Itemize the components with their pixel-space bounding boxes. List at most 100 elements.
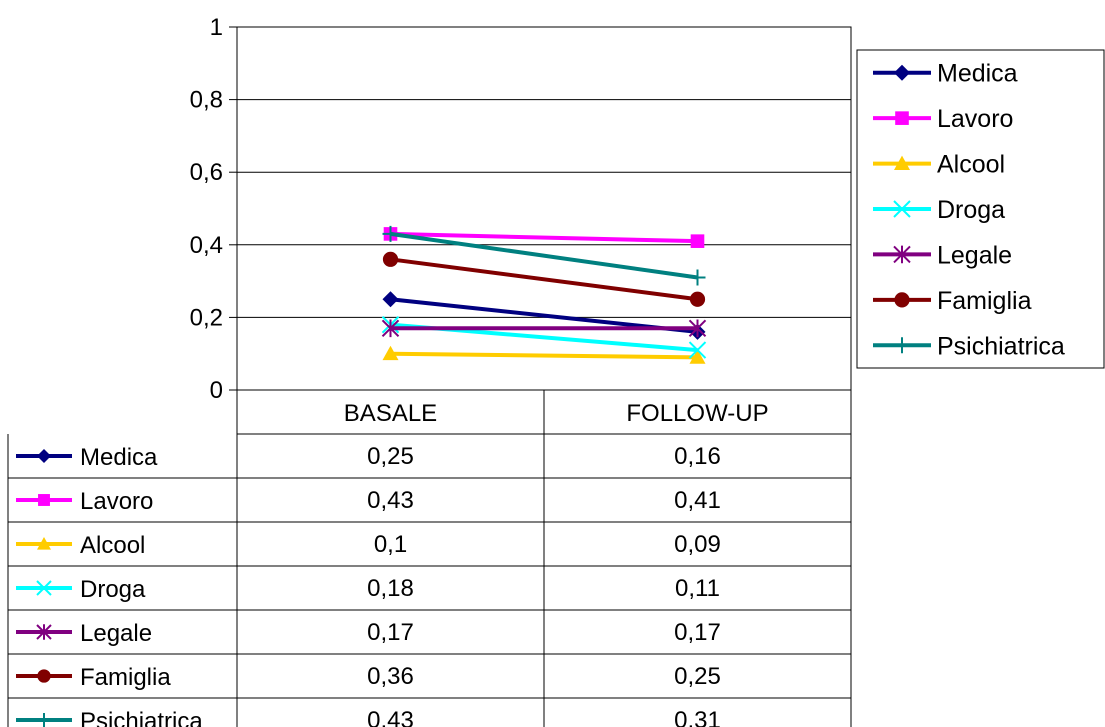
- table-cell-value: 0,18: [367, 575, 414, 602]
- category-label: FOLLOW-UP: [626, 400, 768, 427]
- y-tick-label: 0,4: [190, 232, 223, 259]
- series-line-psichiatrica: [390, 231, 698, 280]
- table-cell-value: 0,25: [674, 663, 721, 690]
- legend-marker-shape: [894, 337, 910, 354]
- legend-marker: [894, 64, 910, 81]
- table-legend-marker: [36, 580, 52, 596]
- data-point-famiglia-0-shape: [382, 251, 399, 267]
- legend-label: Alcool: [937, 151, 1005, 179]
- series-psichiatrica: [382, 225, 706, 286]
- legend-marker: [893, 245, 911, 264]
- series-famiglia: [382, 251, 706, 307]
- y-tick-label: 0,2: [190, 304, 223, 331]
- table-cell-value: 0,16: [674, 443, 721, 470]
- data-point-psichiatrica-0: [382, 225, 399, 242]
- table-row-label: Psichiatrica: [80, 708, 203, 727]
- table-cell-value: 0,43: [367, 487, 414, 514]
- table-row-label: Famiglia: [80, 664, 171, 691]
- legend-label: Medica: [937, 60, 1018, 88]
- table-legend-marker-shape: [38, 494, 50, 506]
- data-point-psichiatrica-1: [689, 269, 706, 286]
- table-legend-marker-shape: [36, 580, 52, 596]
- grid-lines: [237, 99, 851, 318]
- y-tick-label: 1: [210, 14, 223, 41]
- data-point-medica-0: [382, 291, 399, 308]
- series-medica: [382, 291, 706, 340]
- data-point-famiglia-0: [382, 251, 399, 267]
- data-point-famiglia-1-shape: [689, 291, 706, 307]
- data-point-psichiatrica-0-shape: [382, 225, 399, 242]
- table-cell-value: 0,1: [374, 531, 407, 558]
- series-alcool: [382, 345, 706, 364]
- table-legend-marker-shape: [37, 713, 51, 727]
- data-point-legale-1: [688, 319, 707, 338]
- data-table: BASALE FOLLOW-UP Medica 0,25 0,16 Lavoro 0,43 0…: [7, 390, 852, 727]
- table-legend-marker: [38, 494, 50, 506]
- legend-marker: [894, 337, 910, 354]
- data-point-lavoro-1-shape: [690, 234, 705, 248]
- data-point-alcool-1-shape: [689, 349, 706, 364]
- table-row-label: Alcool: [80, 532, 145, 559]
- series-droga: [381, 315, 707, 359]
- table-legend-marker-shape: [37, 669, 51, 683]
- series-line-lavoro: [390, 231, 698, 244]
- table-row-label: Droga: [80, 576, 146, 603]
- table-cell-value: 0,09: [674, 531, 721, 558]
- data-point-alcool-1: [689, 349, 706, 364]
- table-cell-value: 0,36: [367, 663, 414, 690]
- table-cell-value: 0,17: [367, 619, 414, 646]
- table-legend-marker-shape: [36, 624, 52, 640]
- legend-marker: [895, 111, 909, 125]
- table-cell-value: 0,41: [674, 487, 721, 514]
- legend-marker-shape: [893, 200, 911, 218]
- table-legend-marker: [36, 624, 52, 640]
- series-line-famiglia: [390, 257, 698, 302]
- legend-label: Lavoro: [937, 105, 1013, 133]
- data-point-droga-1: [688, 341, 707, 359]
- legend-marker: [894, 155, 910, 170]
- table-cell-value: 0,11: [675, 575, 720, 602]
- legend-marker-shape: [894, 64, 910, 81]
- data-point-alcool-0: [382, 345, 399, 361]
- legend-label: Legale: [937, 241, 1012, 269]
- table-legend-marker: [37, 713, 51, 727]
- legend: Medica Lavoro Alcool Droga Legale Famiglia Psi…: [856, 49, 1105, 369]
- legend-marker-shape: [894, 155, 910, 170]
- table-legend-marker: [37, 449, 51, 463]
- legend-label: Psichiatrica: [937, 332, 1065, 360]
- table-cell-value: 0,25: [367, 443, 414, 470]
- series-legale: [381, 319, 707, 338]
- legend-marker-shape: [894, 292, 910, 308]
- data-point-psichiatrica-1-shape: [689, 269, 706, 286]
- y-tick-label: 0,8: [190, 87, 223, 114]
- table-row-label: Legale: [80, 620, 152, 647]
- table-cell-value: 0,31: [674, 707, 721, 727]
- data-point-lavoro-1: [690, 234, 705, 248]
- table-legend-marker: [37, 537, 51, 550]
- data-point-legale-0: [381, 319, 400, 338]
- legend-label: Droga: [937, 196, 1005, 224]
- legend-marker-shape: [895, 111, 909, 125]
- data-point-famiglia-1: [689, 291, 706, 307]
- series-lavoro: [383, 227, 705, 248]
- y-tick-label: 0: [210, 377, 223, 404]
- legend-marker: [893, 200, 911, 218]
- data-point-legale-1-shape: [688, 319, 707, 338]
- category-label: BASALE: [344, 400, 437, 427]
- table-legend-marker-shape: [37, 537, 51, 550]
- legend-label: Famiglia: [937, 287, 1032, 315]
- table-cell-value: 0,17: [674, 619, 721, 646]
- table-legend-marker: [37, 669, 51, 683]
- data-point-droga-1-shape: [688, 341, 707, 359]
- table-row-label: Lavoro: [80, 488, 153, 515]
- series-line-alcool: [390, 351, 698, 360]
- series-lines: [381, 225, 707, 364]
- y-tick-label: 0,6: [190, 159, 223, 186]
- data-point-alcool-0-shape: [382, 345, 399, 361]
- data-point-legale-0-shape: [381, 319, 400, 338]
- table-cell-value: 0,43: [367, 707, 414, 727]
- table-legend-marker-shape: [37, 449, 51, 463]
- legend-marker: [894, 292, 910, 308]
- data-point-medica-0-shape: [382, 291, 399, 308]
